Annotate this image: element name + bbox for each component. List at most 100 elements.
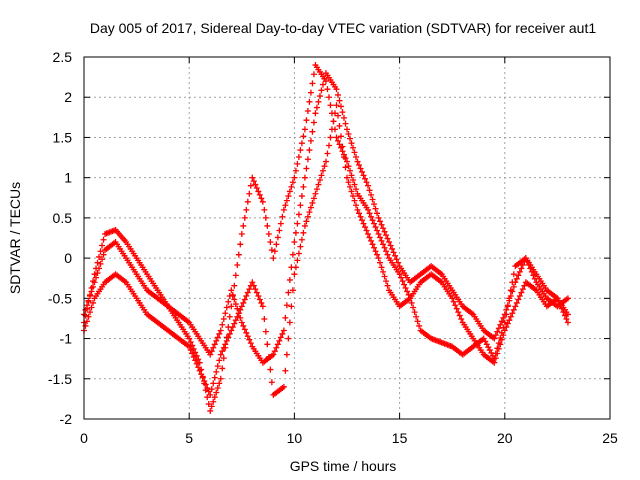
data-point <box>193 360 200 367</box>
data-point <box>294 257 301 264</box>
y-tick-label: -1 <box>60 331 73 347</box>
data-point <box>365 230 372 237</box>
data-point <box>295 211 302 218</box>
data-point <box>408 299 415 306</box>
data-point <box>301 222 308 229</box>
data-point <box>515 296 522 303</box>
data-point <box>198 371 205 378</box>
data-point <box>348 140 355 147</box>
data-point <box>262 214 269 221</box>
data-point <box>207 407 214 414</box>
data-point <box>196 359 203 366</box>
data-point <box>286 276 293 283</box>
y-tick-labels: -2 -1.5 -1 -0.5 0 0.5 1 1.5 2 2.5 <box>48 49 72 427</box>
x-axis-label: GPS time / hours <box>290 458 397 474</box>
data-point <box>330 118 337 125</box>
data-point <box>369 196 376 203</box>
data-point <box>371 244 378 251</box>
data-point <box>336 122 343 129</box>
data-point <box>356 162 363 169</box>
data-point <box>213 389 220 396</box>
data-point <box>208 403 215 410</box>
data-point <box>350 176 357 183</box>
data-point <box>310 195 317 202</box>
data-point <box>410 304 417 311</box>
data-point <box>491 335 498 342</box>
data-point <box>313 186 320 193</box>
data-point <box>449 295 456 302</box>
data-point <box>291 271 298 278</box>
data-point <box>557 302 564 309</box>
data-point <box>307 137 314 144</box>
data-point <box>353 202 360 209</box>
data-point <box>241 214 248 221</box>
data-point <box>289 179 296 186</box>
data-point <box>309 199 316 206</box>
data-point <box>377 218 384 225</box>
data-point <box>515 272 522 279</box>
data-point <box>353 153 360 160</box>
data-point <box>202 381 209 388</box>
data-point <box>497 321 504 328</box>
data-point <box>211 341 218 348</box>
data-point <box>96 265 103 272</box>
data-point <box>513 299 520 306</box>
data-point <box>238 319 245 326</box>
data-point <box>372 248 379 255</box>
data-point <box>288 303 295 310</box>
data-point <box>351 149 358 156</box>
data-point <box>244 198 251 205</box>
data-point <box>306 147 313 154</box>
data-point <box>324 86 331 93</box>
data-point <box>220 316 227 323</box>
data-point <box>259 303 266 310</box>
data-point <box>253 185 260 192</box>
data-point <box>519 286 526 293</box>
x-tick-label: 25 <box>602 430 618 446</box>
y-tick-label: 0 <box>64 250 72 266</box>
data-point <box>216 357 223 364</box>
y-tick-label: 2 <box>64 89 72 105</box>
data-point <box>316 176 323 183</box>
data-point <box>365 206 372 213</box>
data-point <box>240 322 247 329</box>
data-point <box>250 282 257 289</box>
data-point <box>289 287 296 294</box>
data-point <box>386 239 393 246</box>
data-point <box>189 350 196 357</box>
data-point <box>226 313 233 320</box>
data-point <box>378 221 385 228</box>
data-point <box>255 188 262 195</box>
data-point <box>360 220 367 227</box>
data-point <box>509 310 516 317</box>
data-point <box>392 252 399 259</box>
data-point <box>510 271 517 278</box>
data-point <box>369 217 376 224</box>
data-point <box>344 158 350 165</box>
data-point <box>501 319 508 326</box>
y-tick-label: -0.5 <box>48 290 72 306</box>
data-point <box>256 296 263 303</box>
data-point <box>380 241 387 248</box>
grid-lines <box>84 57 610 419</box>
data-point <box>456 312 463 319</box>
data-point <box>241 326 248 333</box>
data-point <box>237 241 244 248</box>
data-point <box>207 391 214 398</box>
data-point <box>291 174 298 181</box>
data-point <box>295 250 302 257</box>
data-point <box>366 210 373 217</box>
data-point <box>192 349 199 356</box>
data-point <box>240 222 247 229</box>
data-point <box>219 348 226 355</box>
data-point <box>384 235 391 242</box>
data-point <box>345 130 352 137</box>
data-point <box>399 278 406 285</box>
data-point <box>93 274 100 281</box>
data-point <box>292 229 299 236</box>
x-tick-label: 10 <box>287 430 303 446</box>
data-point <box>258 299 265 306</box>
data-point <box>237 306 244 313</box>
data-point <box>94 259 101 266</box>
